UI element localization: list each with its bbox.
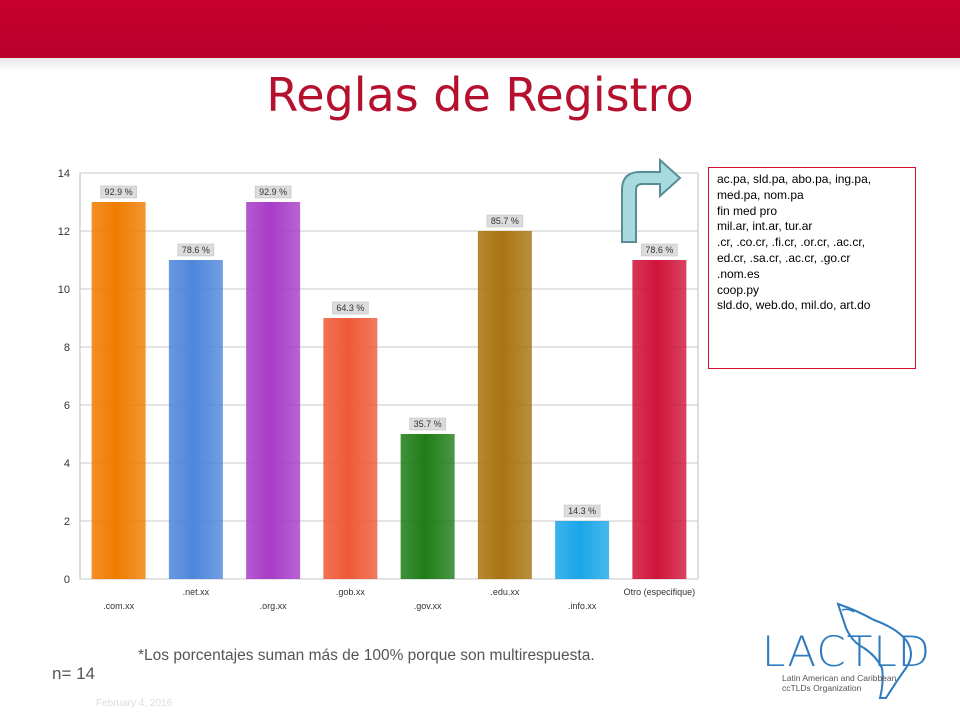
map-logo-icon: [836, 602, 912, 699]
data-label: 78.6 %: [182, 245, 210, 255]
y-tick-label: 12: [58, 226, 70, 238]
slide-title: Reglas de Registro: [266, 68, 694, 122]
data-label-box: [563, 504, 601, 518]
bar: [91, 202, 146, 579]
y-tick-label: 4: [64, 458, 70, 470]
date-label: February 4, 2016: [96, 698, 173, 709]
data-label-box: [100, 185, 137, 199]
y-tick-label: 14: [58, 168, 70, 180]
data-label-box: [254, 185, 292, 199]
y-tick-label: 10: [58, 284, 70, 296]
bar: [632, 260, 687, 579]
data-label-box: [332, 301, 369, 315]
x-tick-label: .gov.xx: [414, 601, 442, 611]
bar: [246, 202, 301, 579]
logo-subtitle: Latin American and Caribbean ccTLDs Orga…: [782, 673, 897, 693]
data-label-box: [177, 243, 215, 257]
annotation-line: mil.ar, int.ar, tur.ar: [717, 219, 813, 234]
data-label: 35.7 %: [414, 419, 442, 429]
annotation-line: ac.pa, sld.pa, abo.pa, ing.pa,: [717, 172, 872, 186]
bar-chart: 0 2 4 6 8 10 12 14 92.9 % .com.xx 78.6 % .net.xx 92.…: [58, 168, 699, 611]
y-tick-label: 2: [64, 516, 70, 528]
annotation-line: coop.py: [717, 282, 760, 297]
bar: [168, 260, 223, 579]
annotation-line: .nom.es: [717, 266, 760, 281]
annotation-line: .cr, .co.cr, .fi.cr, .or.cr, .ac.cr,: [717, 235, 866, 250]
x-tick-label: .com.xx: [103, 601, 135, 611]
data-label: 85.7 %: [491, 216, 519, 226]
data-label: 64.3 %: [336, 303, 364, 313]
logo-wordmark: LACTLD: [762, 627, 932, 676]
x-tick-label: .info.xx: [568, 601, 597, 611]
annotation-line: ed.cr, .sa.cr, .ac.cr, .go.cr: [717, 250, 851, 265]
curved-arrow-icon: [621, 157, 682, 243]
bar: [555, 521, 610, 579]
data-label: 14.3 %: [568, 506, 596, 516]
data-label-box: [409, 417, 446, 431]
data-label: 92.9 %: [105, 187, 133, 197]
bar: [323, 318, 378, 579]
data-label: 92.9 %: [259, 187, 287, 197]
data-label-box: [641, 243, 678, 257]
x-tick-label: .edu.xx: [490, 587, 520, 597]
header-band: [0, 0, 960, 72]
footnote: *Los porcentajes suman más de 100% porqu…: [138, 647, 595, 664]
x-tick-label: .net.xx: [183, 587, 210, 597]
bar: [400, 434, 455, 579]
bar: [477, 231, 532, 579]
y-tick-label: 0: [64, 574, 70, 586]
sample-size-label: n= 14: [52, 664, 96, 683]
annotation-box: ac.pa, sld.pa, abo.pa, ing.pa, med.pa, n…: [708, 167, 916, 369]
x-tick-label: .gob.xx: [336, 587, 366, 597]
y-tick-label: 8: [64, 342, 70, 354]
x-tick-label: .org.xx: [260, 601, 288, 611]
data-label-box: [486, 214, 524, 228]
x-tick-label: Otro (especifique): [624, 587, 696, 597]
y-tick-label: 6: [64, 400, 70, 412]
data-label: 78.6 %: [645, 245, 673, 255]
annotation-line: fin med pro: [717, 203, 778, 218]
annotation-line: med.pa, nom.pa: [717, 187, 804, 202]
annotation-line: sld.do, web.do, mil.do, art.do: [717, 298, 871, 313]
